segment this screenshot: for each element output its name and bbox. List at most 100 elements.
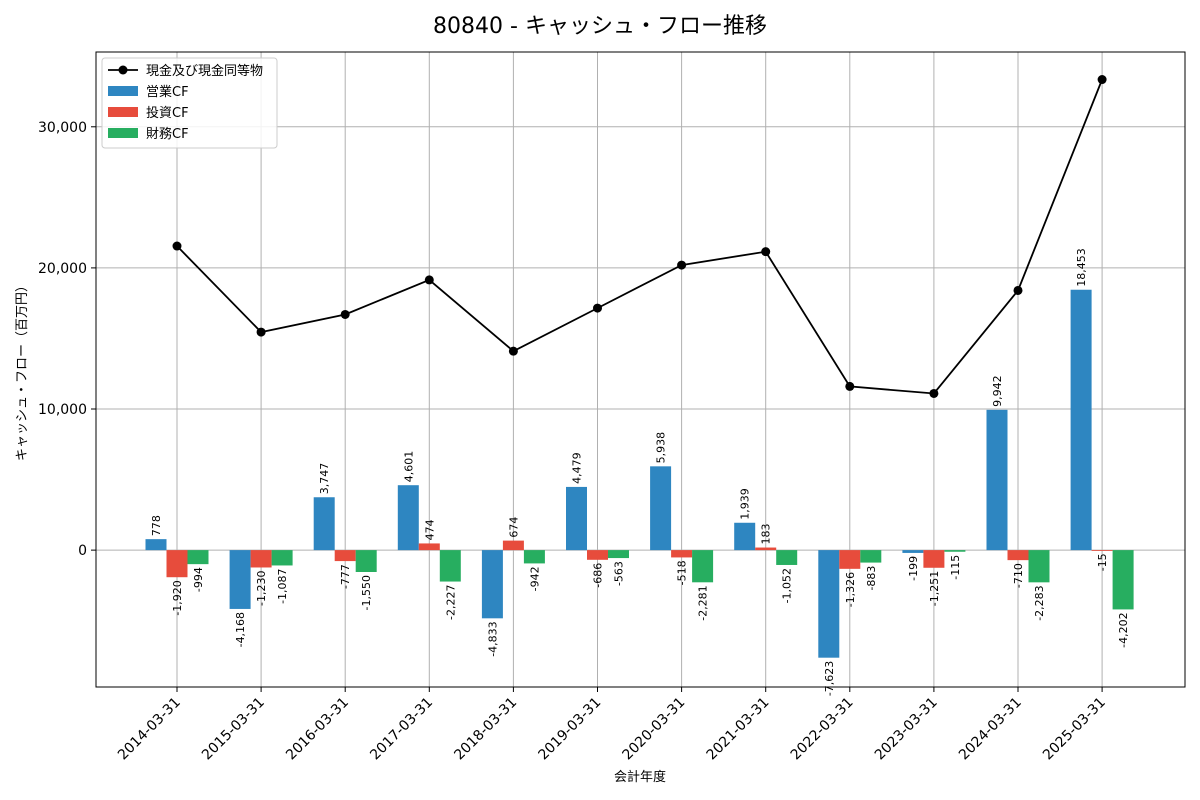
bar-value-label: -2,283 — [1033, 585, 1046, 620]
bar — [1029, 550, 1050, 582]
legend-label: 投資CF — [146, 105, 189, 121]
bar-value-label: 674 — [507, 517, 520, 538]
bar — [272, 550, 293, 565]
bar-value-label: -1,326 — [844, 572, 857, 607]
bar-value-label: -1,230 — [255, 570, 268, 605]
y-axis-label: キャッシュ・フロー（百万円） — [15, 279, 30, 461]
legend-bar-swatch — [108, 107, 138, 117]
chart-title: 80840 - キャッシュ・フロー推移 — [433, 14, 767, 39]
bar — [230, 550, 251, 609]
legend-label: 営業CF — [146, 84, 189, 100]
bar — [923, 550, 944, 568]
y-tick-label: 20,000 — [38, 261, 87, 277]
bar — [335, 550, 356, 561]
legend-bar-swatch — [108, 86, 138, 96]
cash-point — [1014, 286, 1023, 295]
bar — [734, 523, 755, 550]
bar-value-label: -1,087 — [276, 568, 289, 603]
cash-point — [845, 382, 854, 391]
y-tick-label: 0 — [78, 543, 87, 559]
bar-value-label: -4,833 — [486, 621, 499, 656]
bar — [671, 550, 692, 557]
bar-value-label: 474 — [423, 519, 436, 540]
bar — [839, 550, 860, 569]
bar-value-label: -1,052 — [781, 568, 794, 603]
bar-value-label: -1,920 — [171, 580, 184, 615]
bar — [356, 550, 377, 572]
bar — [524, 550, 545, 563]
bar-value-label: -994 — [192, 567, 205, 592]
bar — [398, 485, 419, 550]
bar — [987, 410, 1008, 550]
bar — [755, 548, 776, 551]
bar-value-label: -710 — [1012, 563, 1025, 588]
bar-value-label: 9,942 — [991, 375, 1004, 407]
bar — [314, 497, 335, 550]
bar — [440, 550, 461, 581]
bar-value-label: -518 — [676, 560, 689, 585]
bar-value-label: -1,550 — [360, 575, 373, 610]
bar-value-label: 4,479 — [571, 452, 584, 484]
bar-value-label: -686 — [592, 563, 605, 588]
bar — [1092, 550, 1113, 551]
y-tick-label: 30,000 — [38, 120, 87, 136]
bar-value-label: 778 — [150, 515, 163, 536]
bar-value-label: 1,939 — [739, 488, 752, 520]
bar-value-label: -883 — [865, 566, 878, 591]
bar-value-label: -115 — [949, 555, 962, 580]
cash-point — [929, 389, 938, 398]
bar-value-label: -199 — [907, 556, 920, 581]
bar — [566, 487, 587, 550]
cash-point — [593, 304, 602, 313]
bar — [608, 550, 629, 558]
bar — [1113, 550, 1134, 609]
bar — [419, 543, 440, 550]
bar — [587, 550, 608, 560]
cash-point — [341, 310, 350, 319]
x-axis-label: 会計年度 — [614, 769, 666, 785]
bar-value-label: -777 — [339, 564, 352, 589]
cash-point — [509, 347, 518, 356]
bar — [167, 550, 188, 577]
bar-value-label: -942 — [528, 566, 541, 591]
bar — [902, 550, 923, 553]
bar — [818, 550, 839, 658]
legend-label: 現金及び現金同等物 — [146, 63, 263, 79]
legend-bar-swatch — [108, 128, 138, 138]
bar-value-label: -2,227 — [444, 585, 457, 620]
bar-value-label: -563 — [613, 561, 626, 586]
cash-point — [761, 247, 770, 256]
cash-point — [1098, 75, 1107, 84]
bar — [1071, 290, 1092, 550]
bar — [860, 550, 881, 562]
bar — [146, 539, 167, 550]
bar — [692, 550, 713, 582]
bar-value-label: 5,938 — [655, 432, 668, 464]
bar — [776, 550, 797, 565]
cash-point — [257, 328, 266, 337]
cash-flow-chart: 80840 - キャッシュ・フロー推移 778 -4,168 3,747 4,601 -… — [0, 0, 1200, 800]
bar-value-label: 4,601 — [402, 451, 415, 483]
bar-value-label: 18,453 — [1075, 248, 1088, 287]
cash-point — [173, 242, 182, 251]
bar-value-label: -2,281 — [697, 585, 710, 620]
cash-point — [425, 275, 434, 284]
bar-value-label: 183 — [760, 524, 773, 545]
bar — [503, 541, 524, 551]
bar — [1008, 550, 1029, 560]
bar — [482, 550, 503, 618]
bar — [944, 550, 965, 552]
bar-value-label: -7,623 — [823, 661, 836, 696]
legend-label: 財務CF — [146, 127, 189, 142]
cash-point — [677, 261, 686, 270]
bar-value-label: -4,168 — [234, 612, 247, 647]
bar-value-label: 3,747 — [318, 463, 331, 495]
bar-value-label: -4,202 — [1117, 612, 1130, 647]
bar — [251, 550, 272, 567]
bar — [188, 550, 209, 564]
y-tick-label: 10,000 — [38, 402, 87, 418]
bar-value-label: -15 — [1096, 553, 1109, 571]
bar-value-label: -1,251 — [928, 571, 941, 606]
bar — [650, 466, 671, 550]
